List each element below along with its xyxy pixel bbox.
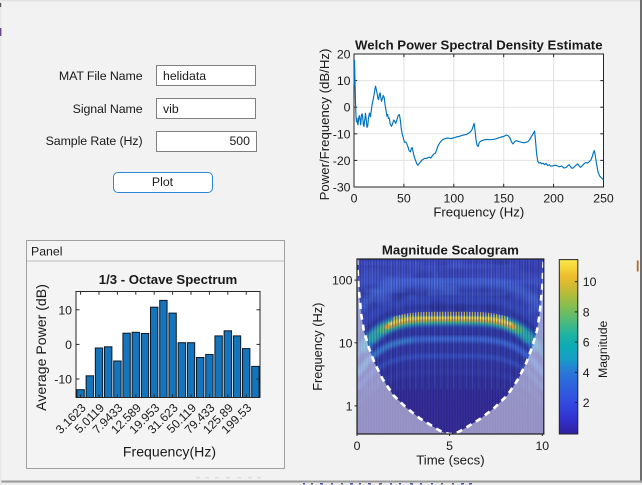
svg-text:10: 10 xyxy=(337,74,351,88)
svg-text:-20: -20 xyxy=(333,154,351,168)
svg-text:10: 10 xyxy=(339,336,353,350)
svg-text:Welch Power Spectral Density E: Welch Power Spectral Density Estimate xyxy=(355,38,602,53)
svg-text:Power/Frequency (dB/Hz): Power/Frequency (dB/Hz) xyxy=(317,49,332,201)
svg-text:4: 4 xyxy=(583,366,590,380)
svg-text:2: 2 xyxy=(583,396,590,410)
svg-text:250: 250 xyxy=(593,192,614,206)
svg-text:-30: -30 xyxy=(333,181,351,195)
svg-text:Time (secs): Time (secs) xyxy=(416,453,484,468)
svg-text:Magnitude Scalogram: Magnitude Scalogram xyxy=(382,243,519,258)
svg-text:-10: -10 xyxy=(333,127,351,141)
svg-text:200: 200 xyxy=(543,192,564,206)
svg-text:10: 10 xyxy=(58,303,72,317)
svg-text:Frequency(Hz): Frequency(Hz) xyxy=(123,444,216,460)
svg-text:0: 0 xyxy=(354,439,361,453)
svg-text:20: 20 xyxy=(337,48,351,62)
svg-text:Frequency (Hz): Frequency (Hz) xyxy=(310,303,325,391)
svg-text:Panel: Panel xyxy=(31,245,62,259)
svg-text:10: 10 xyxy=(535,439,549,453)
svg-text:Magnitude: Magnitude xyxy=(596,320,610,378)
svg-text:0: 0 xyxy=(65,338,72,352)
svg-text:150: 150 xyxy=(493,192,514,206)
svg-text:1: 1 xyxy=(346,399,353,413)
svg-text:-10: -10 xyxy=(54,373,72,387)
svg-text:Average Power (dB): Average Power (dB) xyxy=(33,284,49,411)
svg-text:50: 50 xyxy=(397,192,411,206)
svg-text:0: 0 xyxy=(351,192,358,206)
svg-text:1/3 - Octave Spectrum: 1/3 - Octave Spectrum xyxy=(99,272,238,287)
svg-text:5: 5 xyxy=(446,439,453,453)
svg-text:8: 8 xyxy=(583,305,590,319)
svg-text:10: 10 xyxy=(583,275,597,289)
svg-text:100: 100 xyxy=(444,192,465,206)
svg-text:100: 100 xyxy=(332,274,353,288)
svg-text:Frequency (Hz): Frequency (Hz) xyxy=(433,205,524,220)
svg-text:6: 6 xyxy=(583,336,590,350)
svg-text:0: 0 xyxy=(344,101,351,115)
